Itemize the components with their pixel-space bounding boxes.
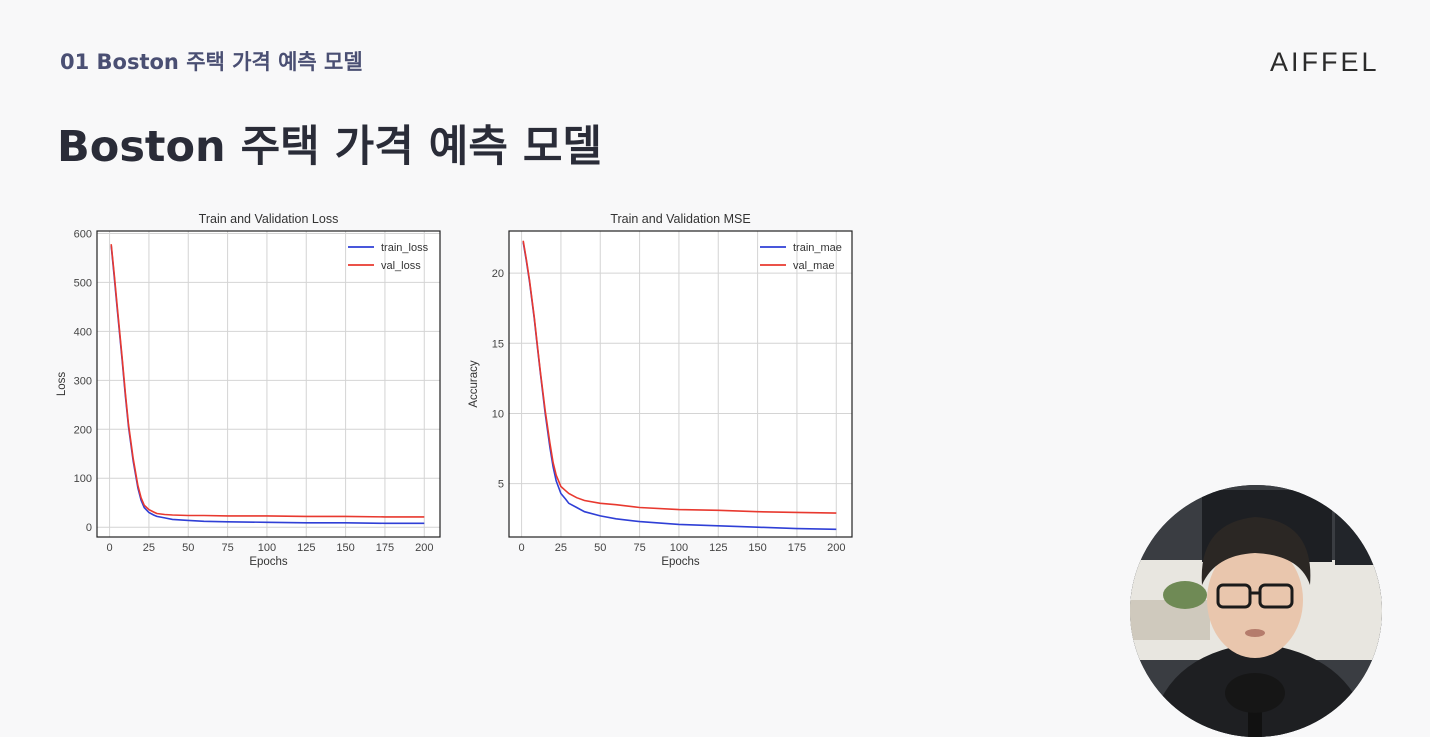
breadcrumb: 01 Boston 주택 가격 예측 모델 [60, 50, 363, 74]
x-tick-label: 75 [221, 542, 233, 554]
y-tick-label: 200 [74, 424, 92, 436]
glasses-left-lens [1216, 583, 1252, 609]
presenter-webcam [1130, 485, 1382, 737]
y-tick-label: 20 [492, 268, 504, 280]
series-line-val_loss [110, 244, 425, 518]
x-tick-label: 175 [788, 542, 806, 554]
legend-label-val_mae: val_mae [793, 260, 835, 272]
y-tick-label: 100 [74, 473, 92, 485]
aiffel-logo: AIFFEL [1270, 47, 1380, 77]
webcam-plant [1163, 581, 1207, 609]
presenter-video [1130, 485, 1382, 737]
webcam-monitor-right [1335, 495, 1382, 565]
series-line-val_mae [522, 240, 837, 514]
mse-chart-svg: 0 25 50 75 100 125 150 175 200 5 10 15 20 Train and V… [468, 212, 853, 568]
x-tick-label: 175 [376, 542, 394, 554]
x-tick-label: 0 [107, 542, 113, 554]
x-tick-label: 100 [258, 542, 276, 554]
loss-chart-svg: 0 25 50 75 100 125 150 175 200 0 100 200 300 400 500 60… [56, 212, 441, 568]
mse-chart: 0 25 50 75 100 125 150 175 200 5 10 15 20 Train and V… [462, 205, 862, 580]
glasses-right-lens [1258, 583, 1294, 609]
microphone [1225, 673, 1285, 713]
plot-frame [508, 230, 853, 538]
x-tick-label: 125 [297, 542, 315, 554]
x-tick-label: 125 [709, 542, 727, 554]
presenter-face [1207, 542, 1303, 658]
plot-area [509, 231, 852, 537]
y-axis-label: Accuracy [468, 360, 480, 408]
x-tick-label: 25 [555, 542, 567, 554]
x-tick-label: 150 [336, 542, 354, 554]
x-tick-label: 150 [748, 542, 766, 554]
y-tick-label: 5 [498, 479, 504, 491]
y-tick-label: 0 [86, 522, 92, 534]
legend-label-train_loss: train_loss [381, 242, 429, 254]
x-axis-label: Epochs [661, 556, 700, 568]
x-tick-label: 50 [182, 542, 194, 554]
plot-frame [96, 230, 441, 538]
y-tick-label: 400 [74, 326, 92, 338]
y-tick-label: 10 [492, 408, 504, 420]
presenter-hair [1201, 517, 1311, 585]
y-tick-label: 600 [74, 228, 92, 240]
y-tick-label: 15 [492, 338, 504, 350]
page-title: Boston 주택 가격 예측 모델 [57, 122, 602, 172]
y-tick-label: 500 [74, 277, 92, 289]
loss-chart: 0 25 50 75 100 125 150 175 200 0 100 200 300 400 500 60… [50, 205, 450, 580]
x-tick-label: 200 [827, 542, 845, 554]
x-axis-label: Epochs [249, 556, 288, 568]
chart-title: Train and Validation MSE [610, 212, 750, 226]
x-tick-label: 75 [633, 542, 645, 554]
x-tick-label: 0 [519, 542, 525, 554]
chart-title: Train and Validation Loss [199, 212, 339, 226]
y-axis-label: Loss [56, 372, 68, 397]
y-tick-label: 300 [74, 375, 92, 387]
x-tick-label: 25 [143, 542, 155, 554]
legend-label-val_loss: val_loss [381, 260, 421, 272]
x-tick-label: 50 [594, 542, 606, 554]
x-tick-label: 200 [415, 542, 433, 554]
legend-label-train_mae: train_mae [793, 242, 842, 254]
presenter-mouth [1245, 629, 1265, 637]
x-tick-label: 100 [670, 542, 688, 554]
